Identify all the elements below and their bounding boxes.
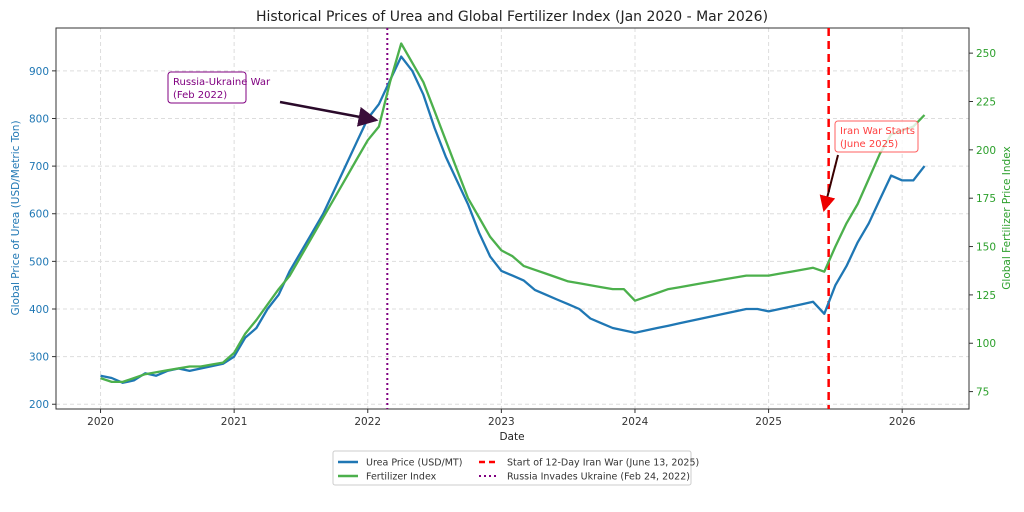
plot-frame	[55, 27, 970, 410]
x-tick-label: 2021	[221, 416, 248, 428]
annotation-arrow-iran	[819, 154, 839, 212]
annotation-box-russia	[167, 71, 247, 104]
y-tick-label: 600	[29, 209, 49, 221]
legend-frame	[332, 450, 692, 486]
y2-tick-label: 225	[976, 96, 996, 108]
y2-axis-label: Global Fertilizer Price Index	[1001, 146, 1013, 289]
y2-tick-label: 200	[976, 145, 996, 157]
y-tick-label: 300	[29, 352, 49, 364]
series-line-urea	[100, 55, 926, 384]
y2-tick-label: 250	[976, 48, 996, 60]
chart-title: Historical Prices of Urea and Global Fer…	[256, 9, 768, 25]
y-tick-label: 700	[29, 161, 49, 173]
x-tick-label: 2024	[622, 416, 649, 428]
y-axis-label: Global Price of Urea (USD/Metric Ton)	[10, 120, 22, 315]
x-tick-label: 2026	[889, 416, 916, 428]
annotation-iran-line1: Iran War Starts	[840, 126, 915, 137]
x-tick-label: 2020	[87, 416, 114, 428]
y-tick-label: 500	[29, 256, 49, 268]
y2-tick-label: 100	[976, 338, 996, 350]
legend-label-urea: Urea Price (USD/MT)	[366, 458, 462, 469]
y2-tick-label: 125	[976, 290, 996, 302]
x-tick-label: 2025	[755, 416, 782, 428]
annotation-iran-line2: (June 2025)	[840, 139, 898, 150]
annotation-russia-line1: Russia-Ukraine War	[173, 77, 271, 88]
y2-tick-label: 150	[976, 242, 996, 254]
legend-label-iran: Start of 12-Day Iran War (June 13, 2025)	[507, 458, 699, 469]
y2-tick-label: 75	[976, 387, 989, 399]
legend: Urea Price (USD/MT) Fertilizer Index Sta…	[332, 450, 699, 486]
y-tick-label: 200	[29, 399, 49, 411]
y2-tick-label: 175	[976, 193, 996, 205]
y-tick-label: 900	[29, 66, 49, 78]
x-axis-label: Date	[499, 431, 524, 443]
annotation-russia-line2: (Feb 2022)	[173, 90, 227, 101]
annotation-arrow-russia	[279, 100, 379, 127]
y-tick-label: 800	[29, 113, 49, 125]
legend-label-fertilizer: Fertilizer Index	[366, 472, 437, 483]
x-tick-label: 2022	[354, 416, 381, 428]
x-tick-label: 2023	[488, 416, 515, 428]
legend-label-russia: Russia Invades Ukraine (Feb 24, 2022)	[507, 472, 690, 483]
series-line-fertilizer	[100, 42, 926, 384]
annotation-box-iran	[834, 120, 919, 153]
y-tick-label: 400	[29, 304, 49, 316]
